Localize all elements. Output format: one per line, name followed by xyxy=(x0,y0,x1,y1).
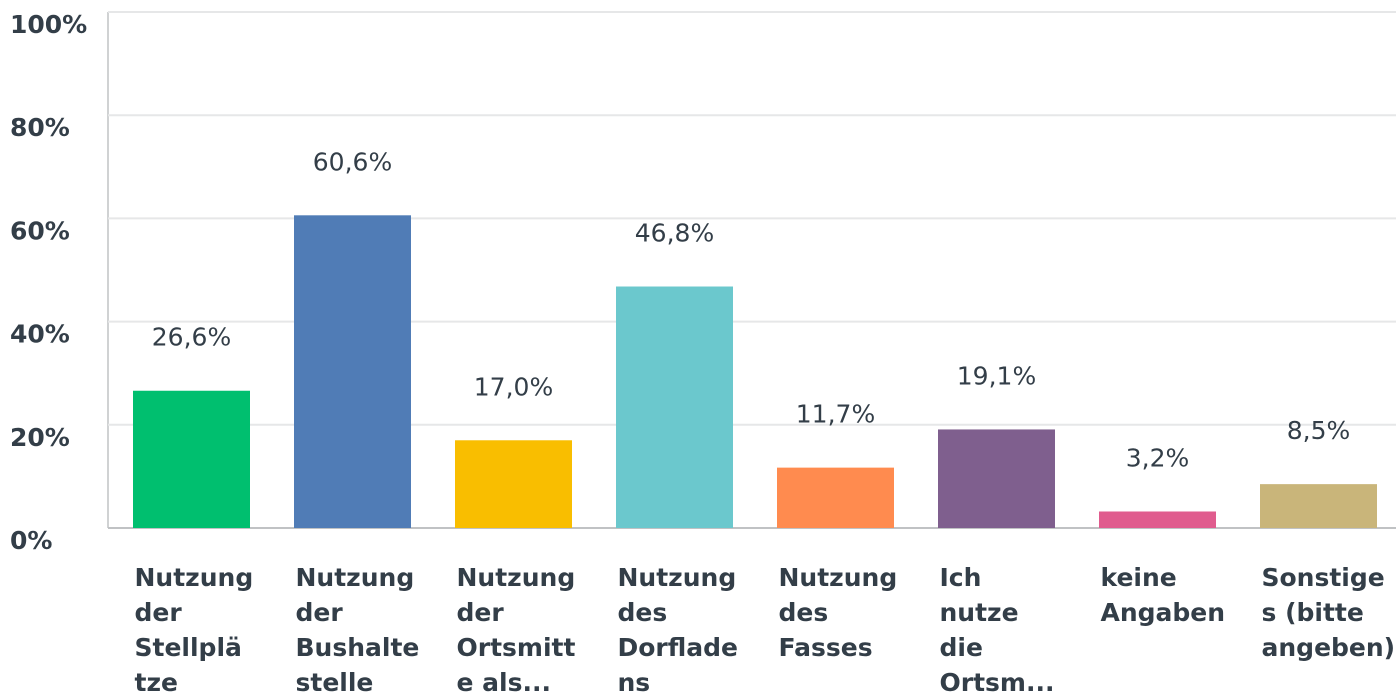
value-label: 8,5% xyxy=(1287,416,1351,445)
bar xyxy=(1099,511,1216,528)
bar xyxy=(777,467,894,528)
bar xyxy=(938,429,1055,528)
value-label: 46,8% xyxy=(635,219,714,248)
x-tick-label: Nutzung des Fasses xyxy=(779,563,898,662)
y-tick-label: 20% xyxy=(10,423,70,452)
x-tick-label: Nutzung der Stellplä tze xyxy=(135,563,254,696)
x-tick-label: Nutzung der Bushalte stelle xyxy=(296,563,420,696)
y-tick-label: 60% xyxy=(10,216,70,245)
value-label: 3,2% xyxy=(1126,443,1190,472)
value-label: 60,6% xyxy=(313,147,392,176)
y-tick-label: 0% xyxy=(10,526,52,555)
bar xyxy=(455,440,572,528)
value-label: 19,1% xyxy=(957,361,1036,390)
x-tick-label: keine Angaben xyxy=(1101,563,1226,627)
bar xyxy=(133,390,250,528)
value-label: 26,6% xyxy=(152,323,231,352)
y-tick-label: 80% xyxy=(10,113,70,142)
bar xyxy=(616,286,733,528)
x-tick-label: Ich nutze die Ortsm... xyxy=(940,563,1055,696)
bar xyxy=(294,215,411,528)
y-tick-label: 100% xyxy=(10,10,87,39)
x-tick-label: Nutzung des Dorflade ns xyxy=(618,563,739,696)
value-label: 17,0% xyxy=(474,372,553,401)
value-label: 11,7% xyxy=(796,400,875,429)
x-tick-label: Sonstige s (bitte angeben) xyxy=(1262,563,1396,662)
x-tick-label: Nutzung der Ortsmitt e als... xyxy=(457,563,576,696)
y-tick-label: 40% xyxy=(10,320,70,349)
bar xyxy=(1260,484,1377,528)
